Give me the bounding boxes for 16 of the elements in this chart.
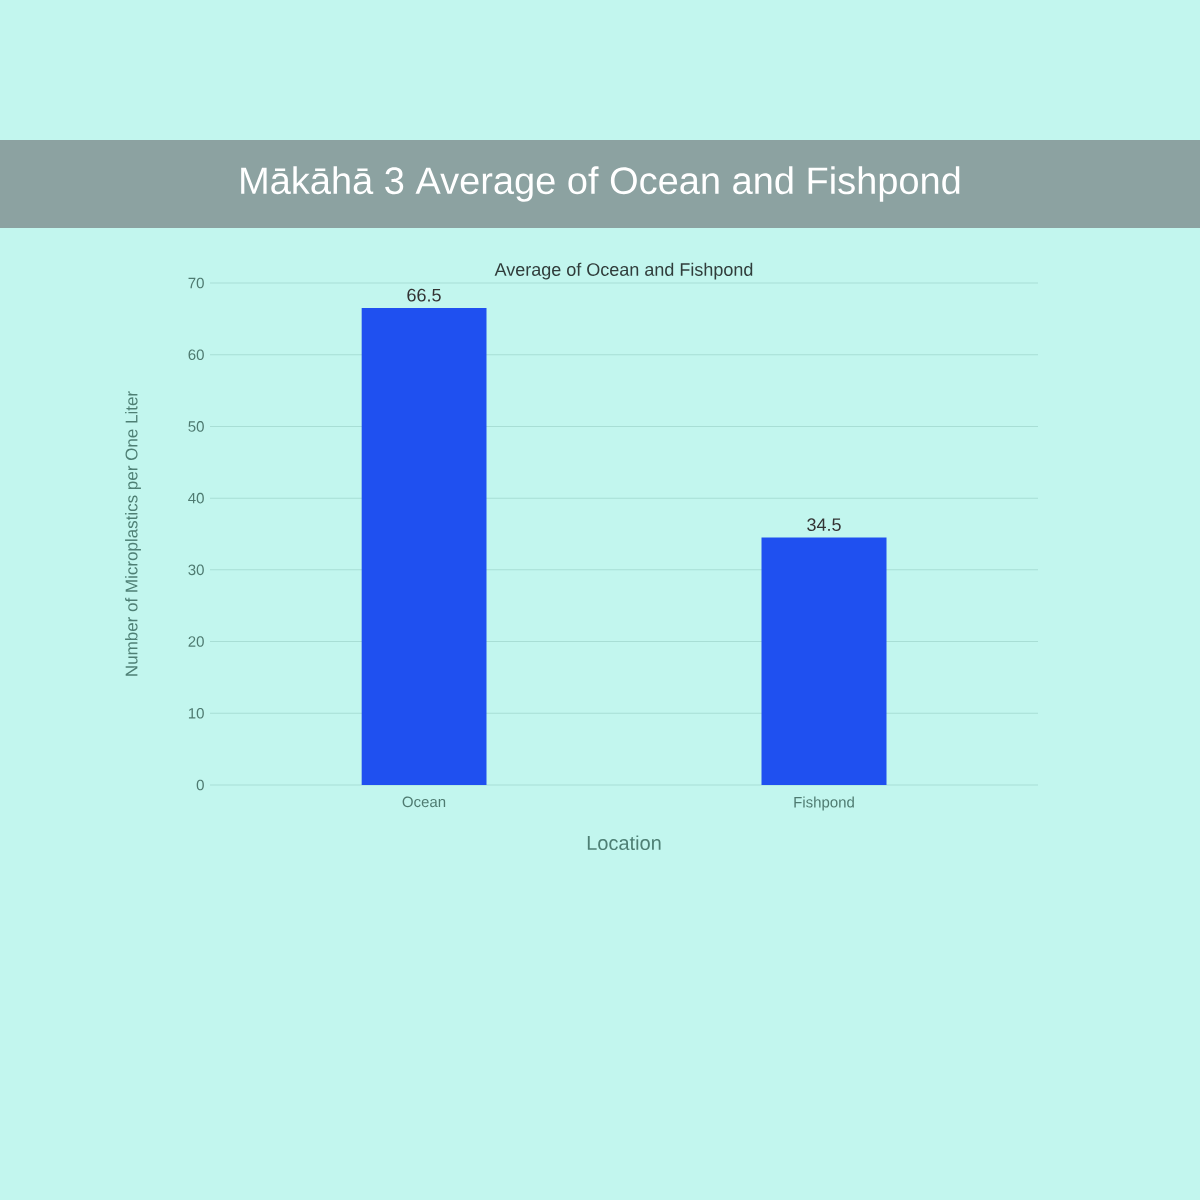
y-tick-label: 30 bbox=[188, 564, 204, 576]
data-label: 34.5 bbox=[807, 518, 841, 532]
x-tick-label: Ocean bbox=[402, 796, 446, 808]
x-tick-label: Fishpond bbox=[794, 796, 854, 811]
data-label: 66.5 bbox=[407, 288, 441, 302]
y-tick-label: 60 bbox=[188, 349, 204, 361]
y-axis-title: Number of Microplastics per One Liter bbox=[125, 391, 141, 676]
y-tick-label: 0 bbox=[196, 779, 204, 791]
y-tick-label: 70 bbox=[188, 277, 204, 289]
chart-title: Mākāhā 3 Average of Ocean and Fishpond bbox=[241, 166, 960, 202]
chart-subtitle: Average of Ocean and Fishpond bbox=[494, 262, 753, 280]
y-tick-label: 20 bbox=[188, 636, 204, 647]
y-tick-label: 40 bbox=[188, 492, 204, 504]
y-tick-label: 50 bbox=[188, 421, 204, 432]
x-axis-title: Location bbox=[587, 835, 661, 851]
y-tick-label: 10 bbox=[188, 707, 204, 719]
